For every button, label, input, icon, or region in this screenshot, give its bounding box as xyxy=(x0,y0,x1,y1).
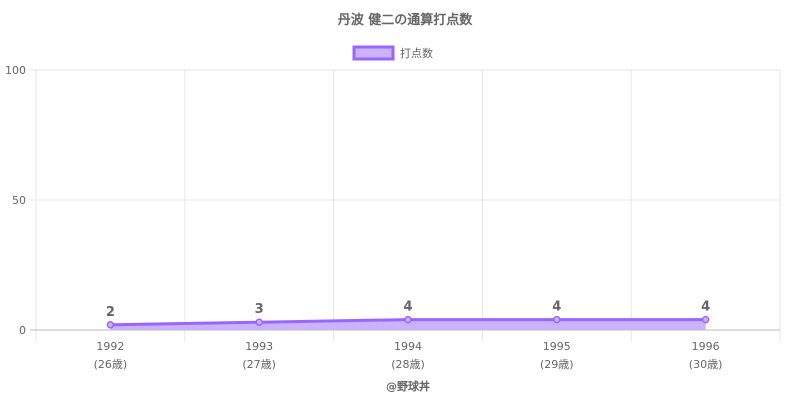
x-axis-label: @野球丼 xyxy=(386,379,430,393)
data-label: 2 xyxy=(106,305,115,320)
data-label: 4 xyxy=(701,300,710,315)
legend-label: 打点数 xyxy=(400,46,433,60)
data-point xyxy=(701,315,710,324)
x-tick-label: 1994 xyxy=(394,340,422,353)
y-tick-label: 0 xyxy=(19,324,26,337)
x-tick-sublabel: (28歳) xyxy=(391,358,425,371)
x-tick-label: 1993 xyxy=(245,340,273,353)
x-tick-sublabel: (26歳) xyxy=(94,358,128,371)
data-label: 4 xyxy=(552,300,561,315)
data-label: 4 xyxy=(403,300,412,315)
x-tick-label: 1992 xyxy=(96,340,124,353)
x-tick-label: 1995 xyxy=(543,340,571,353)
data-point xyxy=(404,315,412,324)
data-label: 3 xyxy=(255,302,264,317)
data-point xyxy=(553,315,561,324)
x-tick-sublabel: (29歳) xyxy=(540,358,574,371)
x-tick-label: 1996 xyxy=(692,340,720,353)
legend[interactable]: 打点数 xyxy=(352,45,433,61)
x-tick-sublabel: (27歳) xyxy=(242,358,276,371)
x-tick-sublabel: (30歳) xyxy=(689,358,723,371)
y-tick-label: 50 xyxy=(12,194,26,207)
data-point xyxy=(255,318,263,326)
legend-swatch xyxy=(352,45,395,61)
chart-title: 丹波 健二の通算打点数 xyxy=(338,12,474,28)
data-point xyxy=(106,321,115,329)
y-tick-label: 100 xyxy=(5,64,26,77)
